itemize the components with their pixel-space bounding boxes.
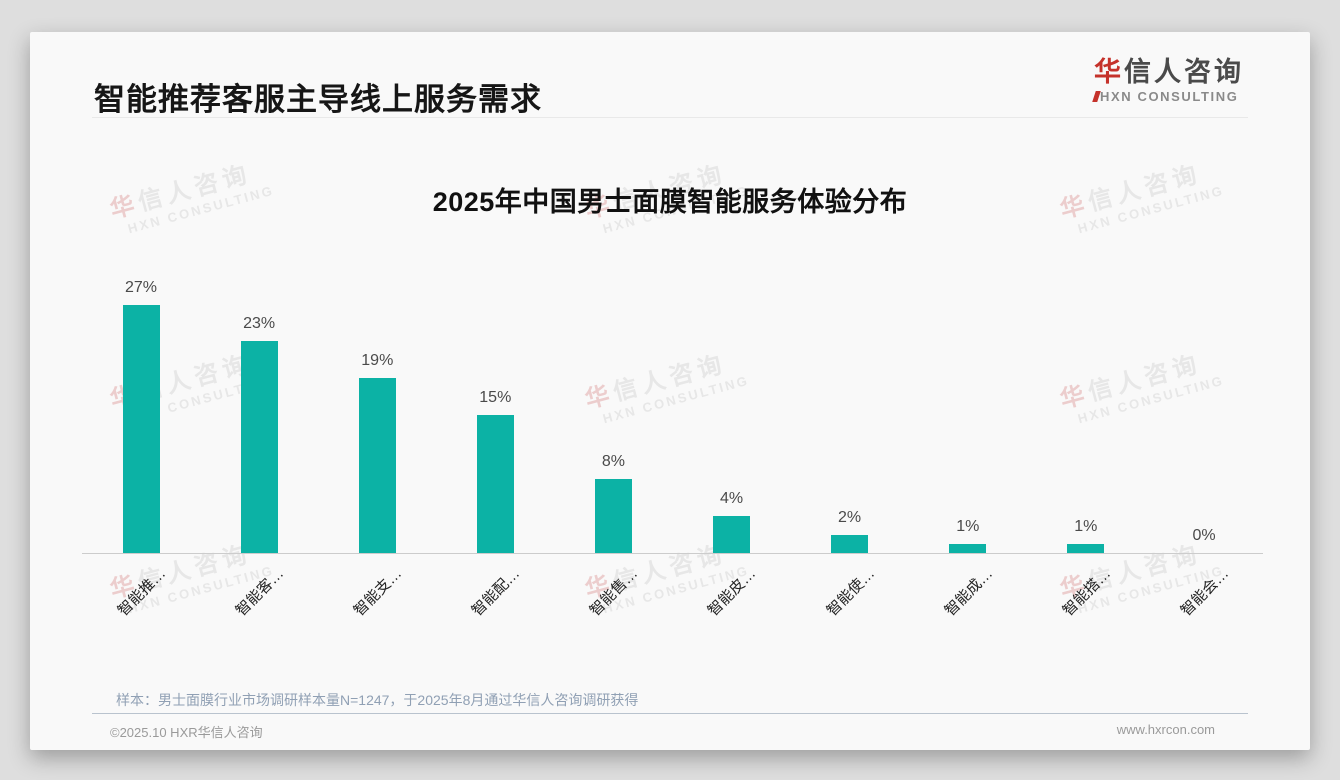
bar-value-label: 2% [838, 509, 862, 526]
page-title: 智能推荐客服主导线上服务需求 [94, 82, 542, 117]
bar [594, 479, 632, 553]
bar-value-label: 27% [124, 279, 158, 296]
bar-value-label: 19% [361, 352, 394, 369]
bar-value-label: 4% [719, 490, 744, 507]
bar [949, 544, 987, 553]
bar [476, 415, 514, 553]
copyright: ©2025.10 HXR华信人咨询 [110, 725, 263, 740]
logo-cn-first-char: 华 [1094, 57, 1124, 87]
x-axis-label: 智能客… [232, 565, 288, 620]
logo-en-text: HXN CONSULTING [1100, 88, 1239, 104]
logo-cn-rest: 信人咨询 [1124, 57, 1244, 87]
x-axis-label: 智能搭… [1059, 565, 1114, 620]
sample-note: 样本：男士面膜行业市场调研样本量N=1247，于2025年8月通过华信人咨询调研… [116, 692, 639, 708]
x-axis-label: 智能支… [350, 565, 406, 620]
logo-english-name: HXN CONSULTING [1092, 88, 1244, 104]
x-axis-label: 智能使… [823, 565, 878, 620]
brand-logo: 华信人咨询 HXN CONSULTING [1092, 57, 1244, 104]
bar-value-label: 23% [243, 315, 276, 332]
bar-value-label: 15% [479, 389, 512, 406]
bar-value-label: 1% [1074, 518, 1098, 535]
x-axis-label: 智能成… [941, 565, 996, 620]
bar-value-label: 8% [601, 453, 625, 470]
chart-title: 2025年中国男士面膜智能服务体验分布 [432, 187, 908, 217]
bar [122, 305, 160, 553]
bar-value-label: 1% [956, 518, 980, 535]
bar [240, 341, 278, 553]
x-axis-label: 智能配… [468, 565, 524, 620]
x-axis-line [82, 553, 1263, 554]
bar-value-label: 0% [1192, 527, 1216, 544]
bar [831, 535, 869, 553]
bar [1067, 544, 1105, 553]
x-axis-label: 智能推… [114, 565, 170, 620]
x-axis-label: 智能皮… [705, 565, 760, 620]
report-slide: 华信人咨询 HXN CONSULTING 华信人咨询 HXN CONSULTING 华信… [30, 32, 1310, 750]
x-axis-label: 智能售… [587, 565, 642, 620]
bar [358, 378, 396, 553]
bar [713, 516, 750, 553]
bar-chart: 27% 智能推… 23% 智能客… 19% 智能支… 15% 智能配… 8% 智能售… 4% 智能皮…… [30, 32, 1310, 750]
footer-divider [92, 713, 1248, 714]
x-axis-label: 智能会… [1177, 565, 1233, 620]
logo-chinese-name: 华信人咨询 [1094, 57, 1244, 88]
header-divider [92, 117, 1248, 118]
website-link[interactable]: www.hxrcon.com [1116, 722, 1215, 737]
